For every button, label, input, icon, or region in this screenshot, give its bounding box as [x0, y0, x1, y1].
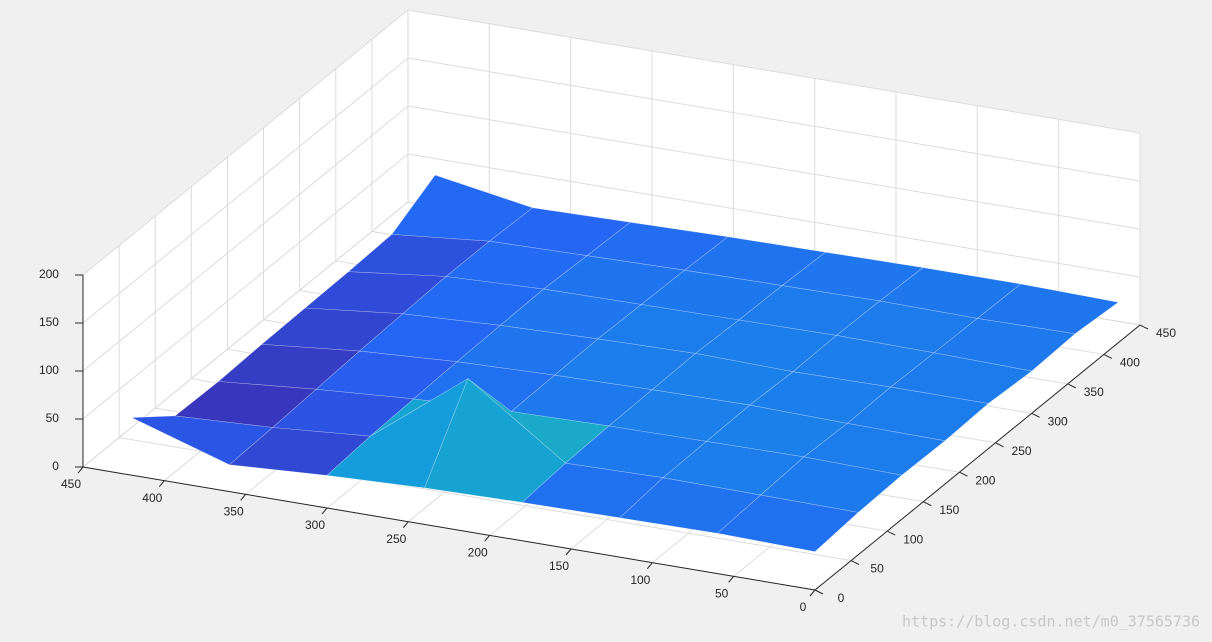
- grid-line: [407, 9, 1141, 134]
- y-tick-label: 150: [549, 559, 569, 573]
- tick-mark: [850, 560, 860, 566]
- grid-line: [82, 105, 409, 372]
- x-tick-label: 150: [939, 503, 959, 517]
- x-tick-label: 100: [903, 532, 923, 546]
- grid-line: [407, 153, 1141, 278]
- z-tick-label: 100: [39, 363, 59, 377]
- x-tick-label: 450: [1156, 326, 1176, 340]
- x-tick-label: 0: [838, 591, 845, 605]
- tick-mark: [1103, 353, 1113, 359]
- y-tick-label: 100: [630, 573, 650, 587]
- y-tick-label: 350: [224, 505, 244, 519]
- tick-mark: [923, 501, 932, 507]
- surface-cell: [846, 386, 989, 442]
- tick-mark: [158, 480, 165, 488]
- tick-mark: [646, 562, 653, 569]
- surface-cell: [619, 477, 762, 534]
- tick-mark: [77, 466, 84, 474]
- y-tick-label: 400: [142, 491, 162, 505]
- surface-cell: [705, 404, 849, 458]
- surface-cell: [879, 267, 1022, 319]
- grid-line: [82, 201, 409, 468]
- watermark: https://blog.csdn.net/m0_37565736: [902, 613, 1200, 631]
- surface-cell: [662, 441, 805, 496]
- z-tick-label: 0: [52, 459, 59, 473]
- grid-line: [407, 57, 1141, 182]
- z-tick-label: 150: [39, 315, 59, 329]
- surface-cell: [424, 378, 566, 503]
- axis-line: [814, 324, 1141, 591]
- tick-mark: [1139, 324, 1149, 330]
- y-tick-label: 300: [305, 518, 325, 532]
- x-tick-label: 250: [1012, 444, 1032, 458]
- tick-mark: [565, 548, 572, 556]
- grid-line: [407, 105, 1141, 230]
- x-tick-label: 400: [1120, 356, 1140, 370]
- x-tick-label: 200: [975, 473, 995, 487]
- surface-cell: [174, 381, 317, 428]
- surface-cell: [131, 415, 274, 466]
- y-tick-label: 200: [468, 546, 488, 560]
- tick-mark: [728, 576, 735, 583]
- tick-mark: [959, 471, 968, 477]
- z-tick-label: 200: [39, 267, 59, 281]
- tick-mark: [814, 589, 824, 595]
- surface-cell: [716, 494, 859, 552]
- grid-line: [82, 9, 409, 276]
- tick-mark: [809, 589, 816, 597]
- tick-mark: [402, 521, 409, 528]
- surface-cell: [488, 207, 632, 257]
- grid-line: [82, 57, 409, 324]
- surface-cell: [304, 271, 447, 315]
- tick-mark: [1031, 412, 1040, 418]
- surface-cell: [586, 221, 729, 271]
- x-tick-label: 300: [1048, 415, 1068, 429]
- z-tick-label: 50: [46, 411, 60, 425]
- tick-mark: [1067, 383, 1076, 389]
- grid-line: [82, 153, 409, 420]
- surface-cell: [760, 456, 903, 513]
- y-tick-label: 0: [800, 600, 807, 614]
- surface-cell: [391, 174, 534, 242]
- tick-mark: [995, 442, 1004, 448]
- tick-mark: [240, 494, 247, 501]
- tick-mark: [484, 535, 491, 542]
- tick-mark: [321, 507, 328, 515]
- y-tick-label: 250: [386, 532, 406, 546]
- surface-cell: [521, 462, 664, 519]
- x-tick-label: 350: [1084, 385, 1104, 399]
- axis-line: [82, 466, 816, 591]
- surface-cell: [640, 269, 783, 321]
- y-tick-label: 50: [715, 587, 729, 601]
- y-tick-label: 450: [61, 477, 81, 491]
- x-tick-label: 50: [870, 562, 884, 576]
- tick-mark: [886, 530, 896, 536]
